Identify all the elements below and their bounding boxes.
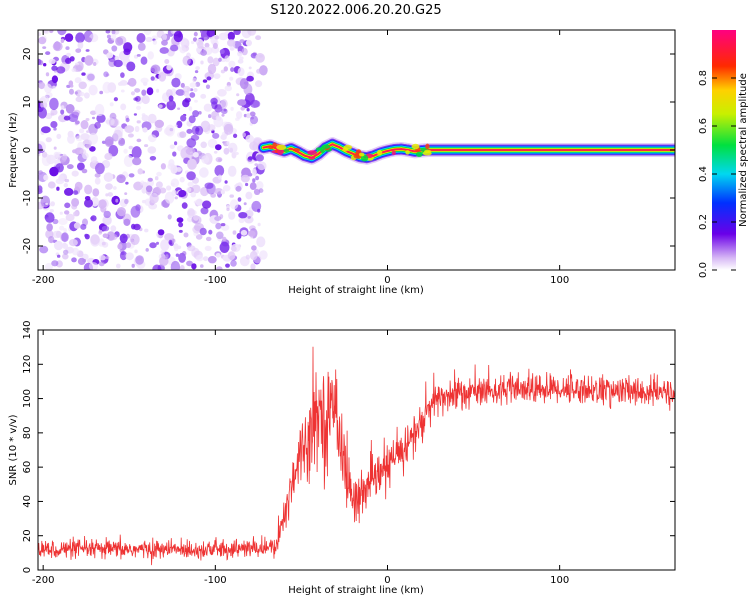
y-tick-label: 0: [22, 147, 33, 153]
y-tick-label: 60: [22, 461, 33, 474]
y-tick-label: 20: [22, 529, 33, 542]
y-tick-label: 20: [22, 48, 33, 61]
x-tick-label: 100: [550, 575, 569, 586]
x-tick-label: -100: [204, 275, 227, 286]
y-tick-label: 80: [22, 426, 33, 439]
snr-x-axis-label: Height of straight line (km): [288, 585, 424, 596]
signal-track: [256, 137, 675, 165]
snr-y-ticks: 0 20 40 60 80 100 120 140: [22, 320, 675, 573]
colorbar-tick-label: 0.0: [698, 262, 709, 278]
colorbar-label: Normalized spectral amplitude: [738, 73, 749, 227]
colorbar-ticks: 0.0 0.2 0.4 0.6 0.8: [698, 70, 736, 278]
y-tick-label: 120: [22, 355, 33, 374]
snr-content: [38, 346, 675, 566]
colorbar-tick-label: 0.4: [698, 166, 709, 182]
x-tick-label: -200: [32, 575, 55, 586]
snr-frame: [37, 329, 676, 571]
noise-speckle: [38, 30, 268, 270]
x-tick-label: 100: [550, 275, 569, 286]
y-tick-label: 0: [22, 567, 33, 573]
colorbar: 0.0 0.2 0.4 0.6 0.8 Normalized spectral ampl…: [698, 30, 749, 278]
x-tick-label: -200: [32, 275, 55, 286]
x-tick-label: -100: [204, 575, 227, 586]
colorbar-tick-label: 0.8: [698, 70, 709, 86]
snr-y-axis-label: SNR (10 * v/v): [8, 414, 19, 485]
colorbar-tick-label: 0.6: [698, 118, 709, 134]
spectrogram-content: [38, 30, 675, 270]
spectrogram-y-axis-label: Frequency (Hz): [8, 112, 19, 188]
snr-x-ticks: -200 -100 0 100: [32, 330, 569, 586]
y-tick-label: -20: [22, 238, 33, 254]
x-tick-label: 0: [384, 575, 390, 586]
y-tick-label: 40: [22, 495, 33, 508]
spectrogram-y-ticks: -20 -10 0 10 20: [22, 48, 675, 254]
snr-panel: -200 -100 0 100 0 20 40 60 80 100 120 140 Height o…: [8, 320, 676, 596]
snr-series-line: [38, 346, 675, 566]
colorbar-gradient: [712, 30, 736, 270]
y-tick-label: -10: [22, 190, 33, 206]
y-tick-label: 10: [22, 96, 33, 109]
spectrogram-x-ticks: -200 -100 0 100: [32, 30, 569, 286]
x-tick-label: 0: [384, 275, 390, 286]
spectrogram-x-axis-label: Height of straight line (km): [288, 285, 424, 296]
y-tick-label: 140: [22, 320, 33, 339]
y-tick-label: 100: [22, 389, 33, 408]
colorbar-tick-label: 0.2: [698, 214, 709, 230]
figure-title: S120.2022.006.20.20.G25: [270, 3, 441, 18]
